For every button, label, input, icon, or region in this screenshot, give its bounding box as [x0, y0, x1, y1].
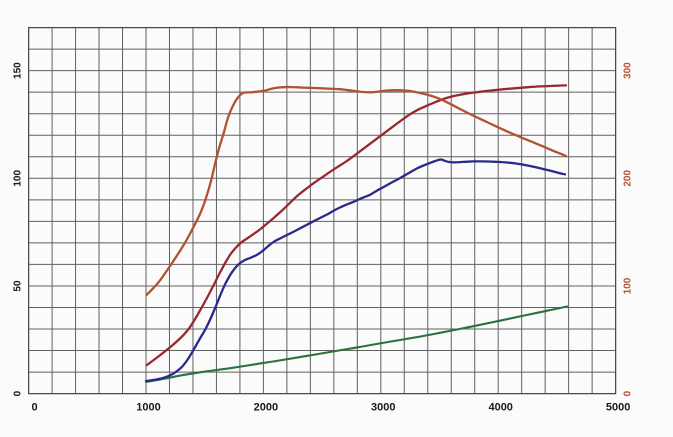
- svg-text:0: 0: [12, 390, 23, 396]
- svg-text:50: 50: [12, 280, 23, 292]
- svg-text:100: 100: [623, 277, 634, 294]
- svg-text:2000: 2000: [254, 402, 278, 414]
- svg-text:5000: 5000: [606, 402, 630, 414]
- svg-text:200: 200: [623, 170, 634, 187]
- svg-text:100: 100: [12, 170, 23, 187]
- svg-text:0: 0: [32, 402, 38, 414]
- svg-text:4000: 4000: [488, 402, 512, 414]
- svg-text:3000: 3000: [371, 402, 395, 414]
- svg-text:300: 300: [623, 62, 634, 79]
- svg-text:150: 150: [12, 62, 23, 79]
- svg-text:1000: 1000: [136, 402, 160, 414]
- svg-text:0: 0: [623, 390, 634, 396]
